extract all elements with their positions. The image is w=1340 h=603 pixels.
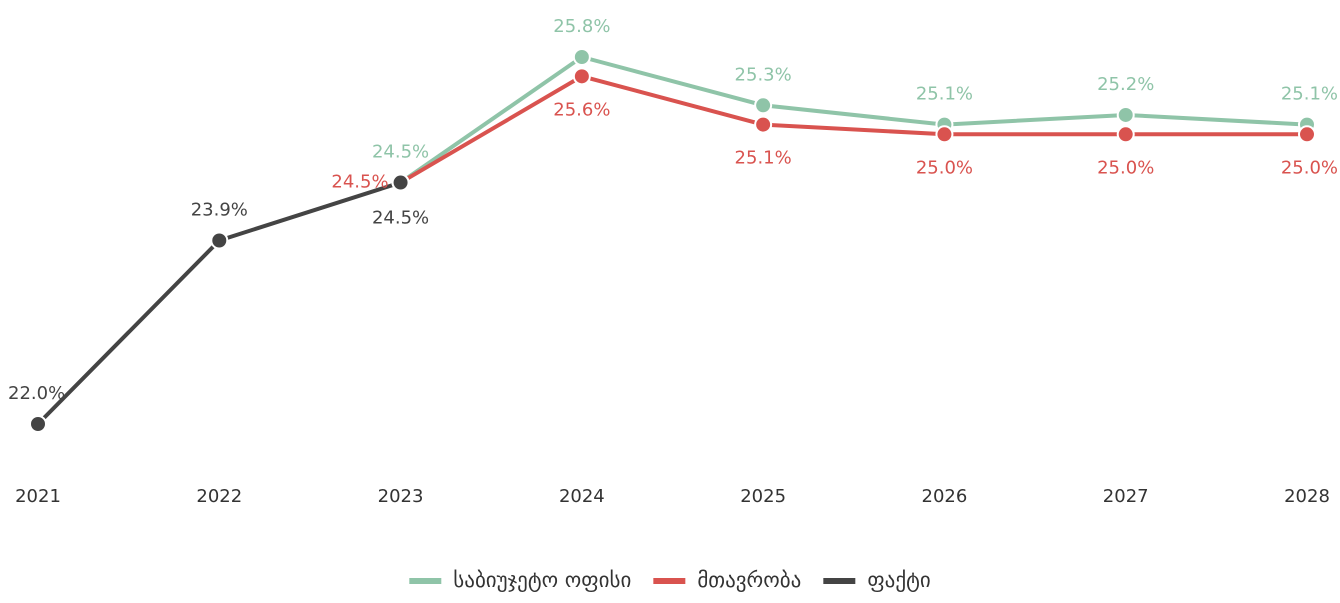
x-tick-label: 2027 (1103, 486, 1149, 507)
x-tick-label: 2026 (922, 486, 968, 507)
series-line (399, 74, 1307, 185)
data-label: 22.0% (8, 383, 65, 404)
data-point (935, 125, 954, 144)
legend-label: ფაქტი (867, 568, 930, 592)
data-label: 24.5% (372, 208, 429, 229)
data-label: 25.1% (916, 84, 973, 105)
x-tick-label: 2028 (1284, 486, 1330, 507)
data-point (1116, 105, 1135, 124)
data-point (754, 115, 773, 134)
legend-label: საბიუჯეტო ოფისი (453, 568, 631, 592)
x-tick-label: 2024 (559, 486, 605, 507)
data-label: 25.8% (553, 16, 610, 37)
series-line (399, 54, 1308, 185)
data-point (754, 96, 773, 115)
data-point (210, 231, 229, 250)
data-point (391, 173, 410, 192)
x-tick-label: 2025 (740, 486, 786, 507)
data-label: 24.5% (372, 142, 429, 163)
data-label: 25.1% (735, 148, 792, 169)
data-label: 25.6% (553, 99, 610, 120)
data-point (572, 48, 591, 66)
data-point (1116, 125, 1135, 144)
legend-label: მთავრობა (697, 568, 801, 592)
data-label: 25.2% (1097, 74, 1154, 95)
x-tick-label: 2021 (15, 486, 61, 507)
data-label: 25.0% (1097, 157, 1154, 178)
data-label: 24.5% (331, 172, 388, 193)
data-label: 25.0% (916, 157, 973, 178)
x-tick-label: 2023 (378, 486, 424, 507)
data-point (572, 67, 591, 86)
data-label: 25.0% (1281, 157, 1338, 178)
data-point (29, 415, 47, 433)
data-point (1298, 125, 1316, 144)
data-label: 23.9% (191, 200, 248, 221)
data-label: 25.3% (735, 64, 792, 85)
x-tick-label: 2022 (196, 486, 242, 507)
legend: საბიუჯეტო ოფისი მთავრობა ფაქტი (409, 568, 931, 592)
data-label: 25.1% (1281, 84, 1338, 105)
